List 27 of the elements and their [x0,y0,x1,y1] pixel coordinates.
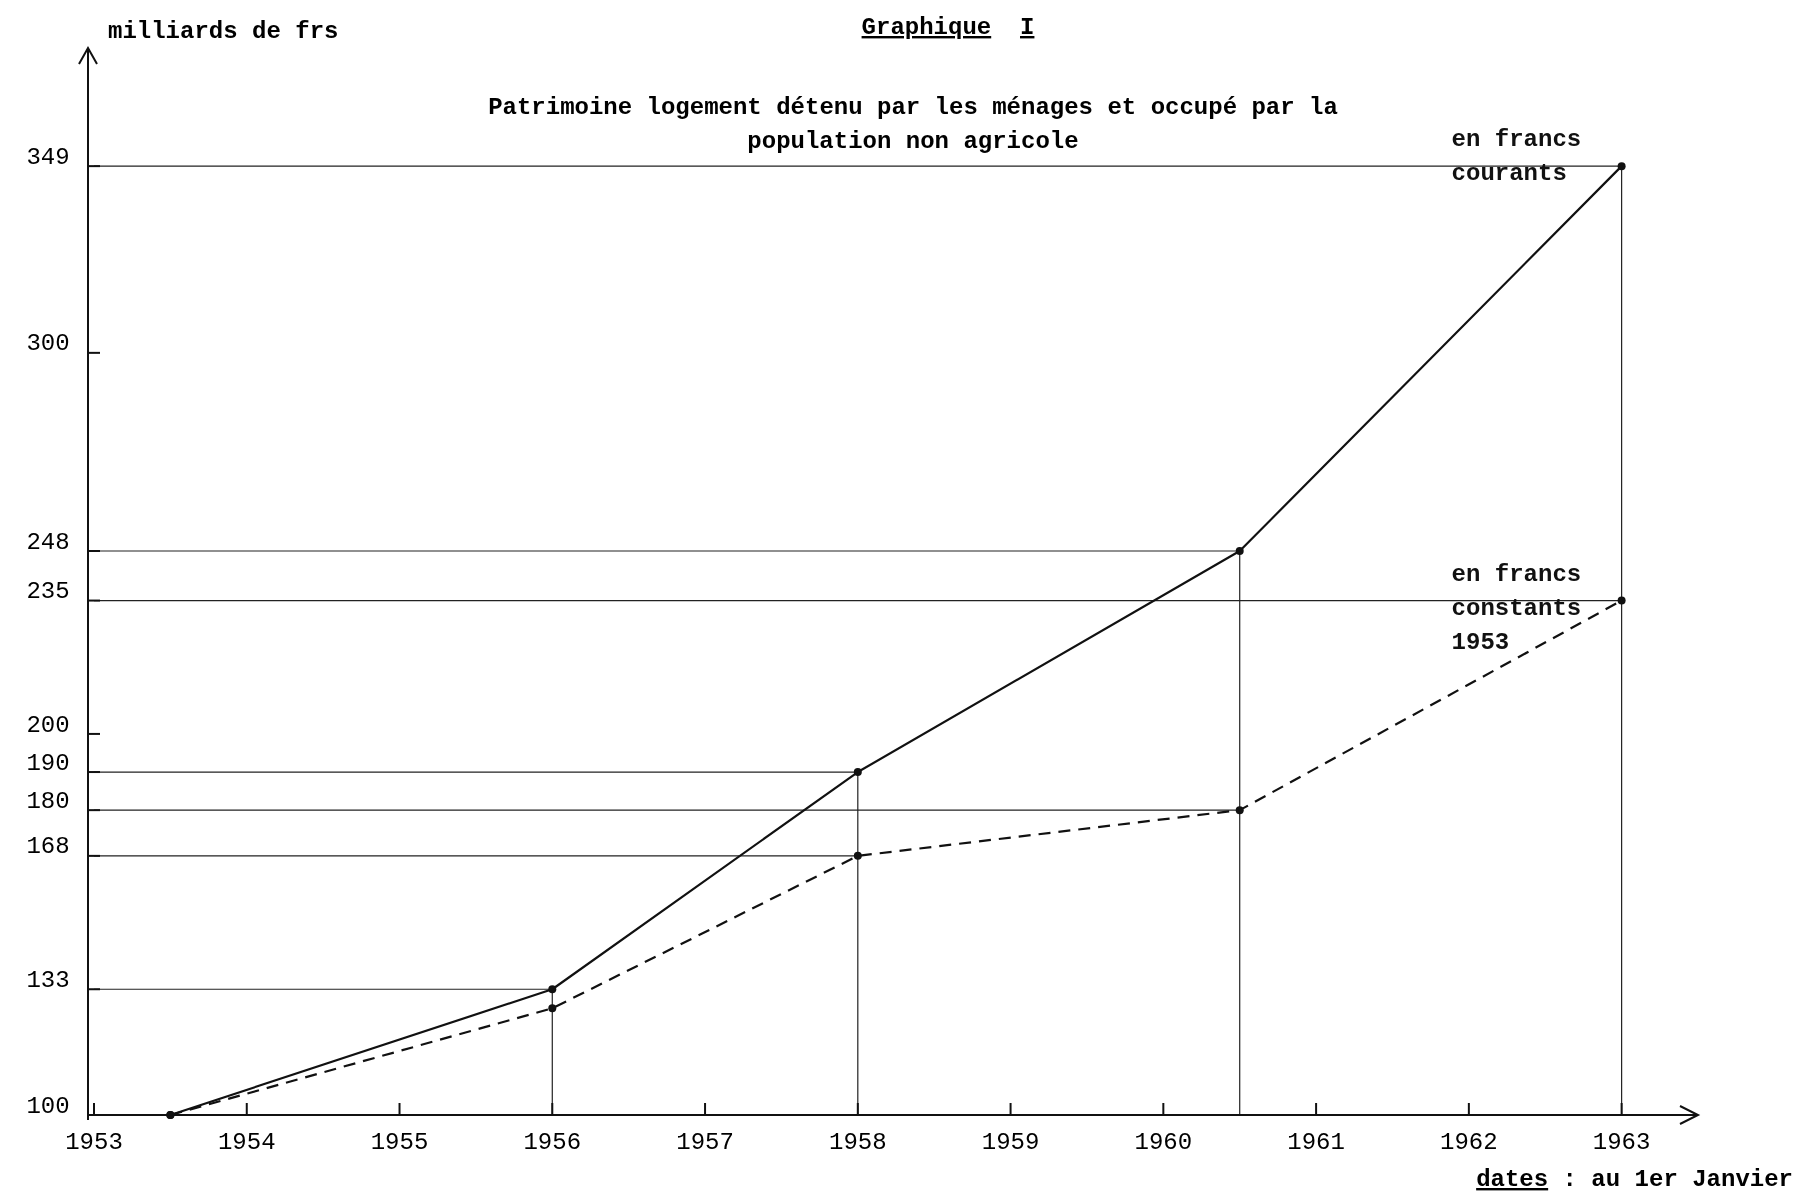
series-label: en francs courants [1451,126,1582,188]
x-tick-label: 1956 [523,1129,582,1156]
y-tick-label: 200 [26,711,70,739]
x-tick-label: 1960 [1134,1129,1193,1156]
y-axis-title: milliards de frs [108,18,339,45]
y-tick-label: 168 [26,833,70,861]
y-tick-label: 190 [26,749,70,777]
y-tick-label: 300 [26,330,70,358]
y-tick-label: 100 [26,1092,70,1120]
x-tick-label: 1962 [1440,1129,1498,1156]
x-tick-label: 1963 [1592,1129,1651,1156]
y-tick-label: 235 [26,578,70,606]
y-tick-label: 180 [26,787,70,815]
chart-title: Graphique I [861,14,1035,41]
x-tick-label: 1957 [676,1129,734,1156]
text: Patrimoine logement détenu par les ménages et occupé par la population non agricole [488,94,1338,155]
x-axis-title: dates : au 1er Janvier [1476,1166,1793,1193]
x-tick-label: 1958 [829,1129,887,1156]
x-tick-label: 1955 [370,1129,429,1156]
x-tick-label: 1954 [217,1129,276,1156]
y-tick-label: 349 [26,143,70,171]
series-label: en francs constants 1953 [1451,560,1582,656]
x-tick-label: 1953 [65,1129,123,1156]
y-tick-label: 248 [26,528,70,556]
y-tick-label: 133 [26,966,70,994]
x-tick-label: 1959 [981,1129,1040,1156]
x-tick-label: 1961 [1287,1129,1345,1156]
